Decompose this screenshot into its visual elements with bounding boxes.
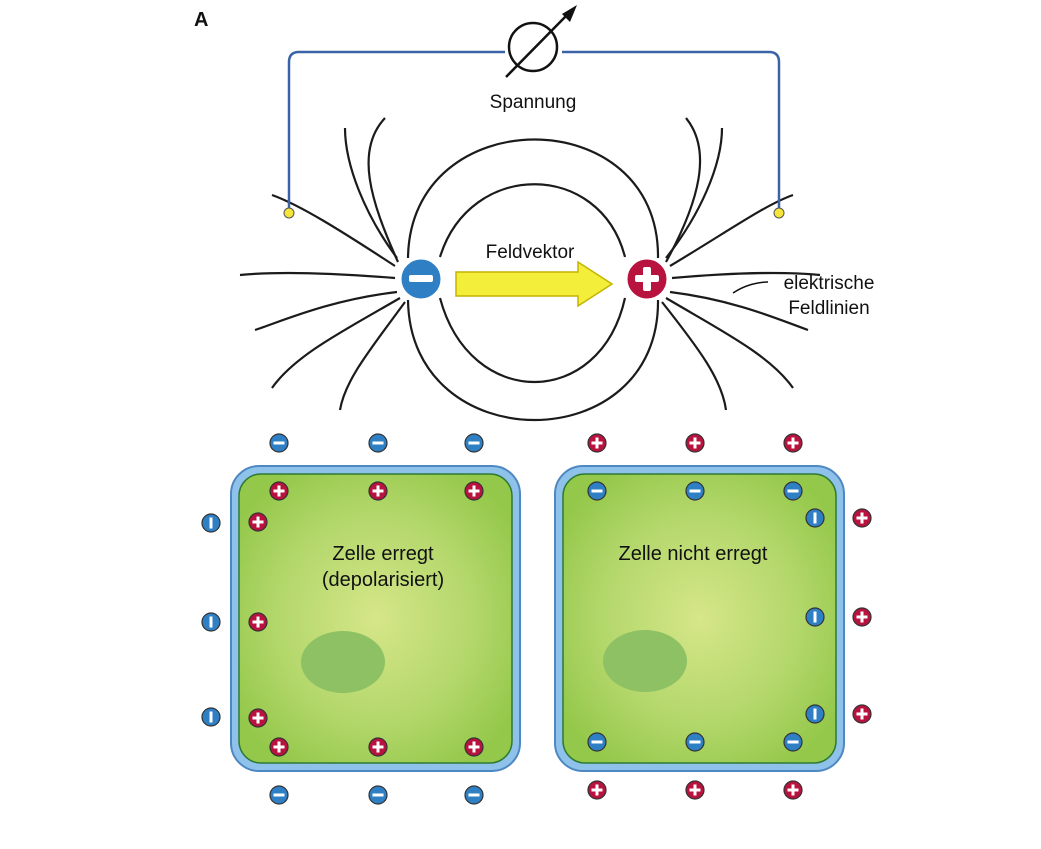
field-lines-label-1: elektrische	[784, 273, 875, 294]
positive-ion-icon	[852, 704, 872, 724]
cell-resting	[554, 465, 845, 772]
cell-nucleus	[301, 631, 385, 693]
positive-ion-icon	[587, 780, 607, 800]
cell-excited	[230, 465, 521, 772]
positive-ion-icon	[783, 433, 803, 453]
field-lines	[239, 117, 821, 422]
field-vector-arrow	[455, 260, 614, 308]
voltmeter-circuit	[283, 50, 785, 219]
positive-ion-icon	[248, 612, 268, 632]
negative-ion-icon	[783, 732, 803, 752]
cell-excited-label: Zelle erregt	[332, 543, 434, 565]
negative-ion-icon	[201, 513, 221, 533]
ions	[201, 433, 872, 805]
negative-ion-icon	[783, 481, 803, 501]
field-lines-label-2: Feldlinien	[788, 298, 869, 319]
positive-ion-icon	[464, 481, 484, 501]
negative-ion-icon	[464, 433, 484, 453]
voltage-label: Spannung	[490, 92, 577, 113]
positive-ion-icon	[685, 780, 705, 800]
negative-ion-icon	[464, 785, 484, 805]
positive-ion-icon	[269, 737, 289, 757]
negative-ion-icon	[805, 607, 825, 627]
negative-ion-icon	[587, 481, 607, 501]
positive-ion-icon	[248, 512, 268, 532]
positive-ion-icon	[587, 433, 607, 453]
negative-pole-icon	[398, 256, 444, 302]
negative-ion-icon	[805, 704, 825, 724]
negative-ion-icon	[685, 481, 705, 501]
cell-resting-label: Zelle nicht erregt	[619, 543, 768, 565]
positive-ion-icon	[685, 433, 705, 453]
field-lines-pointer	[732, 281, 769, 294]
negative-ion-icon	[201, 612, 221, 632]
positive-ion-icon	[269, 481, 289, 501]
negative-ion-icon	[685, 732, 705, 752]
negative-ion-icon	[368, 785, 388, 805]
negative-ion-icon	[368, 433, 388, 453]
positive-ion-icon	[368, 737, 388, 757]
positive-ion-icon	[852, 607, 872, 627]
negative-ion-icon	[587, 732, 607, 752]
positive-ion-icon	[248, 708, 268, 728]
negative-ion-icon	[201, 707, 221, 727]
positive-pole-icon	[624, 256, 670, 302]
negative-ion-icon	[269, 785, 289, 805]
negative-ion-icon	[269, 433, 289, 453]
negative-ion-icon	[805, 508, 825, 528]
field-vector-label: Feldvektor	[486, 242, 575, 263]
voltmeter-icon	[505, 5, 577, 78]
panel-label: A	[194, 9, 208, 31]
positive-ion-icon	[368, 481, 388, 501]
positive-ion-icon	[852, 508, 872, 528]
positive-ion-icon	[464, 737, 484, 757]
cell-excited-sublabel: (depolarisiert)	[322, 569, 444, 591]
cell-nucleus	[603, 630, 687, 692]
positive-ion-icon	[783, 780, 803, 800]
